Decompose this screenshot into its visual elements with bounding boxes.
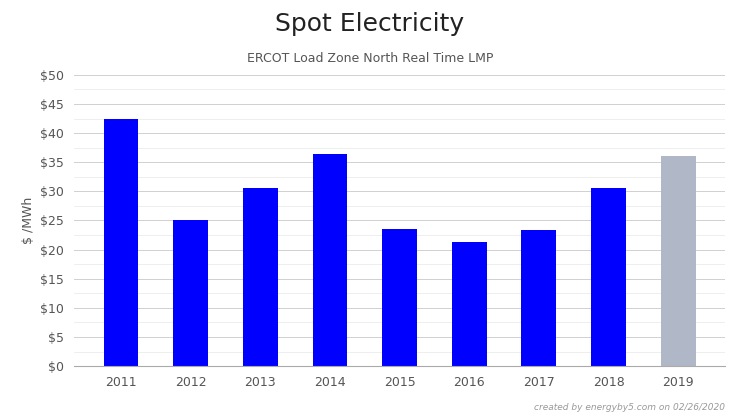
Bar: [243, 188, 278, 366]
Bar: [382, 229, 417, 366]
Bar: [173, 220, 208, 366]
Bar: [312, 154, 347, 366]
Bar: [452, 242, 487, 366]
Text: created by energyby5.com on 02/26/2020: created by energyby5.com on 02/26/2020: [534, 403, 725, 412]
Bar: [661, 156, 696, 366]
Text: Spot Electricity: Spot Electricity: [275, 12, 465, 37]
Bar: [104, 119, 138, 366]
Y-axis label: $ /MWh: $ /MWh: [21, 197, 35, 244]
Bar: [591, 188, 626, 366]
Bar: [522, 230, 556, 366]
Text: ERCOT Load Zone North Real Time LMP: ERCOT Load Zone North Real Time LMP: [247, 52, 493, 65]
